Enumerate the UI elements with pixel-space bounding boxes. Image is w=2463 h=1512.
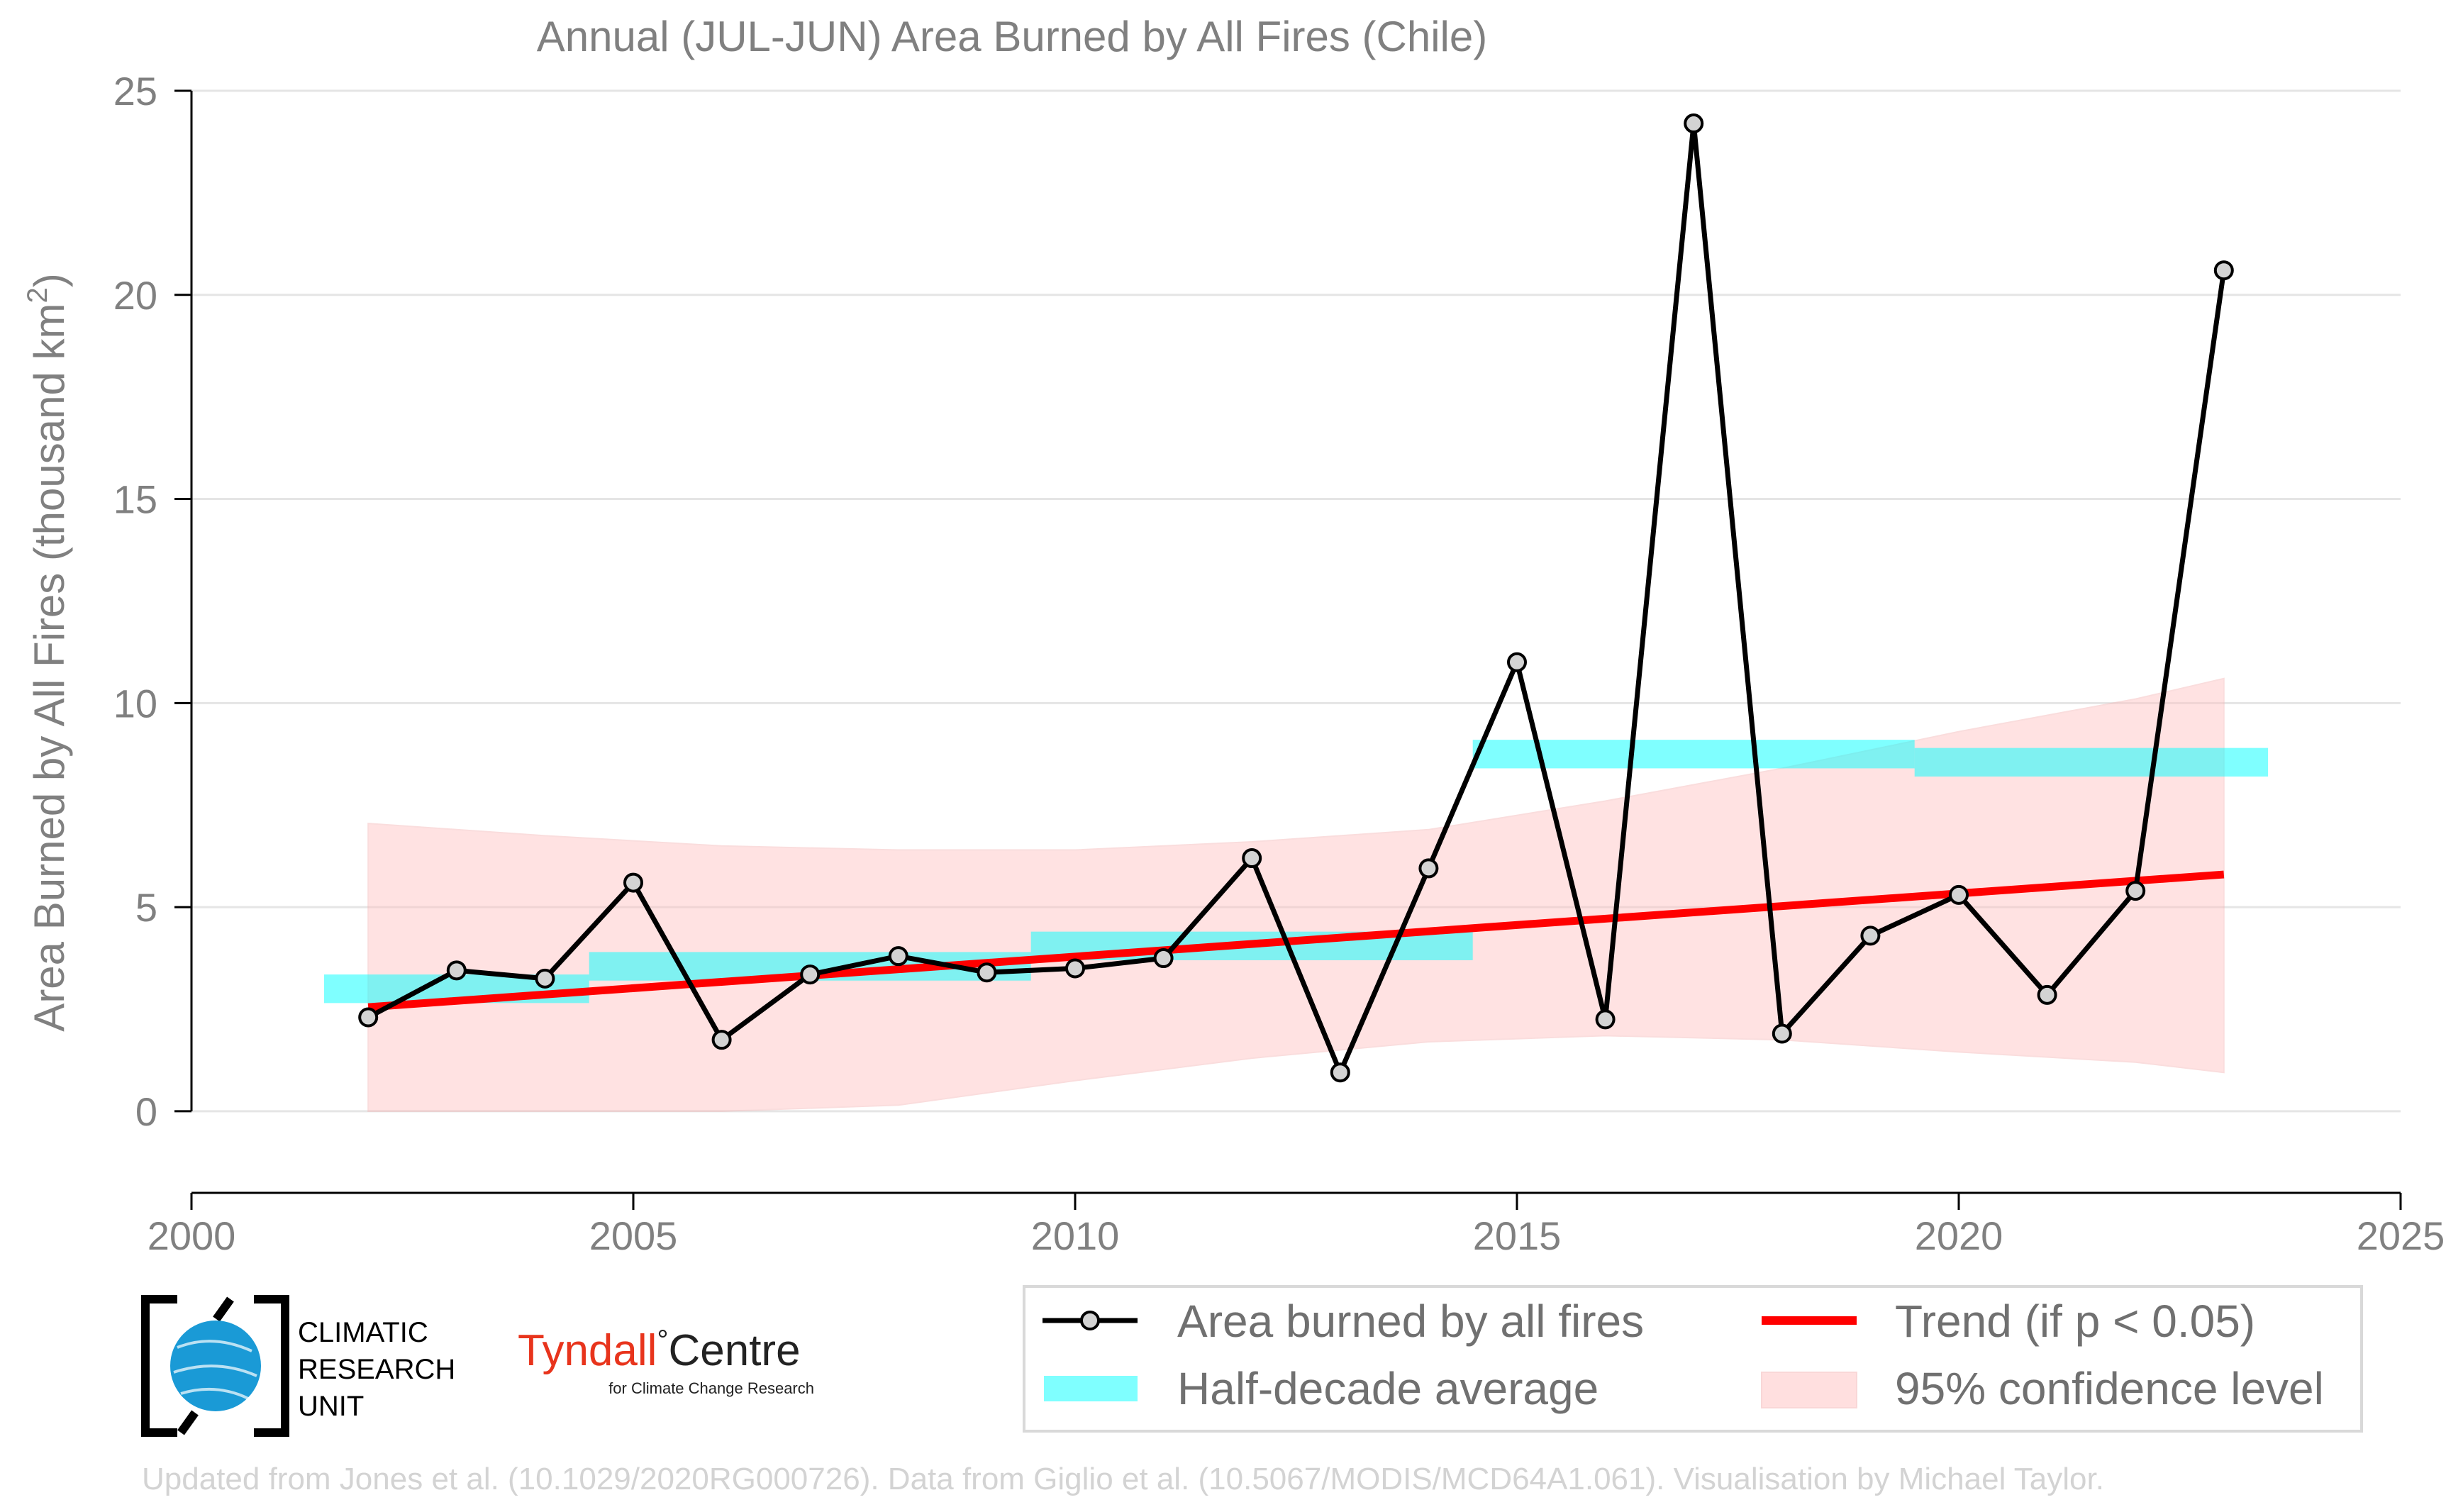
y-tick-label-20: 20 (113, 273, 157, 318)
trend-line-group (367, 870, 2225, 1011)
legend: Area burned by all fires Half-decade ave… (1023, 1285, 2363, 1433)
cru-line-3: UNIT (298, 1391, 364, 1422)
data-point-2018 (1772, 1023, 1792, 1044)
cru-logo-slash-top (213, 1296, 234, 1322)
x-tick-label-2005: 2005 (589, 1213, 678, 1258)
legend-ci-label: 95% confidence level (1895, 1363, 2324, 1414)
cru-line-2: RESEARCH (298, 1354, 455, 1385)
y-tick-label-25: 25 (113, 69, 157, 113)
data-point-2022 (2125, 881, 2146, 901)
y-axis-title-superscript: 2 (22, 287, 53, 303)
half-decade-bar-3 (1472, 740, 1915, 769)
legend-half-swatch (1044, 1376, 1138, 1401)
data-point-2017 (1684, 113, 1704, 134)
data-point-2002 (358, 1007, 379, 1028)
data-point-2023 (2213, 260, 2234, 281)
series-group (358, 113, 2234, 1083)
x-tick-label-2020: 2020 (1915, 1213, 2003, 1258)
grid-lines (191, 89, 2401, 1113)
data-point-2020 (1949, 884, 1969, 905)
data-point-2009 (977, 962, 997, 983)
data-point-2013 (1330, 1062, 1350, 1083)
footer-credit: Updated from Jones et al. (10.1029/2020R… (142, 1462, 2104, 1496)
data-point-2003 (446, 960, 467, 981)
data-point-2019 (1860, 925, 1881, 946)
data-point-2015 (1507, 652, 1527, 672)
tyndall-centre: Centre (668, 1326, 800, 1375)
data-point-2010 (1065, 958, 1085, 979)
globe-lines (173, 1340, 257, 1400)
data-point-2012 (1242, 848, 1262, 869)
legend-series-label: Area burned by all fires (1177, 1296, 1644, 1347)
data-point-2014 (1418, 858, 1439, 879)
legend-box (1023, 1285, 2363, 1433)
cru-logo: CLIMATIC RESEARCH UNIT (141, 1295, 455, 1437)
chart-title: Annual (JUL-JUN) Area Burned by All Fire… (537, 13, 1487, 60)
tyndall-logo: Tyndall°Centre for Climate Change Resear… (518, 1325, 814, 1397)
legend-series-marker (1080, 1311, 1100, 1330)
x-tick-label-2000: 2000 (148, 1213, 236, 1258)
half-decade-bar-4 (1914, 747, 2269, 777)
x-tick-label-2025: 2025 (2357, 1213, 2445, 1258)
y-axis-title-close: ) (26, 273, 73, 287)
cru-logo-frame (141, 1295, 289, 1437)
data-point-2004 (535, 968, 555, 989)
x-tick-label-2015: 2015 (1473, 1213, 1562, 1258)
y-tick-label-0: 0 (135, 1089, 157, 1134)
y-tick-label-10: 10 (113, 681, 157, 726)
data-point-2008 (888, 946, 908, 967)
tyndall-title: Tyndall°Centre (518, 1325, 801, 1375)
tyndall-degree: ° (657, 1325, 668, 1356)
data-point-2021 (2037, 984, 2057, 1005)
cru-logo-slash-bottom (177, 1410, 199, 1435)
y-axis-title: Area Burned by All Fires (thousand km2) (22, 273, 73, 1031)
data-point-2006 (711, 1030, 732, 1050)
y-axis-title-main: Area Burned by All Fires (thousand km (26, 304, 73, 1032)
tyndall-subtitle: for Climate Change Research (608, 1379, 814, 1397)
data-point-2005 (623, 872, 643, 893)
y-tick-label-5: 5 (135, 885, 157, 930)
tyndall-main: Tyndall (518, 1326, 657, 1375)
data-point-2016 (1595, 1009, 1616, 1030)
y-tick-label-15: 15 (113, 477, 157, 522)
legend-half-label: Half-decade average (1177, 1363, 1599, 1414)
x-tick-label-2010: 2010 (1031, 1213, 1120, 1258)
legend-trend-label: Trend (if p < 0.05) (1895, 1296, 2255, 1347)
data-point-2007 (800, 965, 821, 985)
legend-ci-swatch (1761, 1372, 1857, 1408)
cru-line-1: CLIMATIC (298, 1317, 428, 1348)
trend-line (367, 870, 2225, 1011)
data-point-2011 (1153, 948, 1174, 969)
series-line (367, 121, 2227, 1075)
